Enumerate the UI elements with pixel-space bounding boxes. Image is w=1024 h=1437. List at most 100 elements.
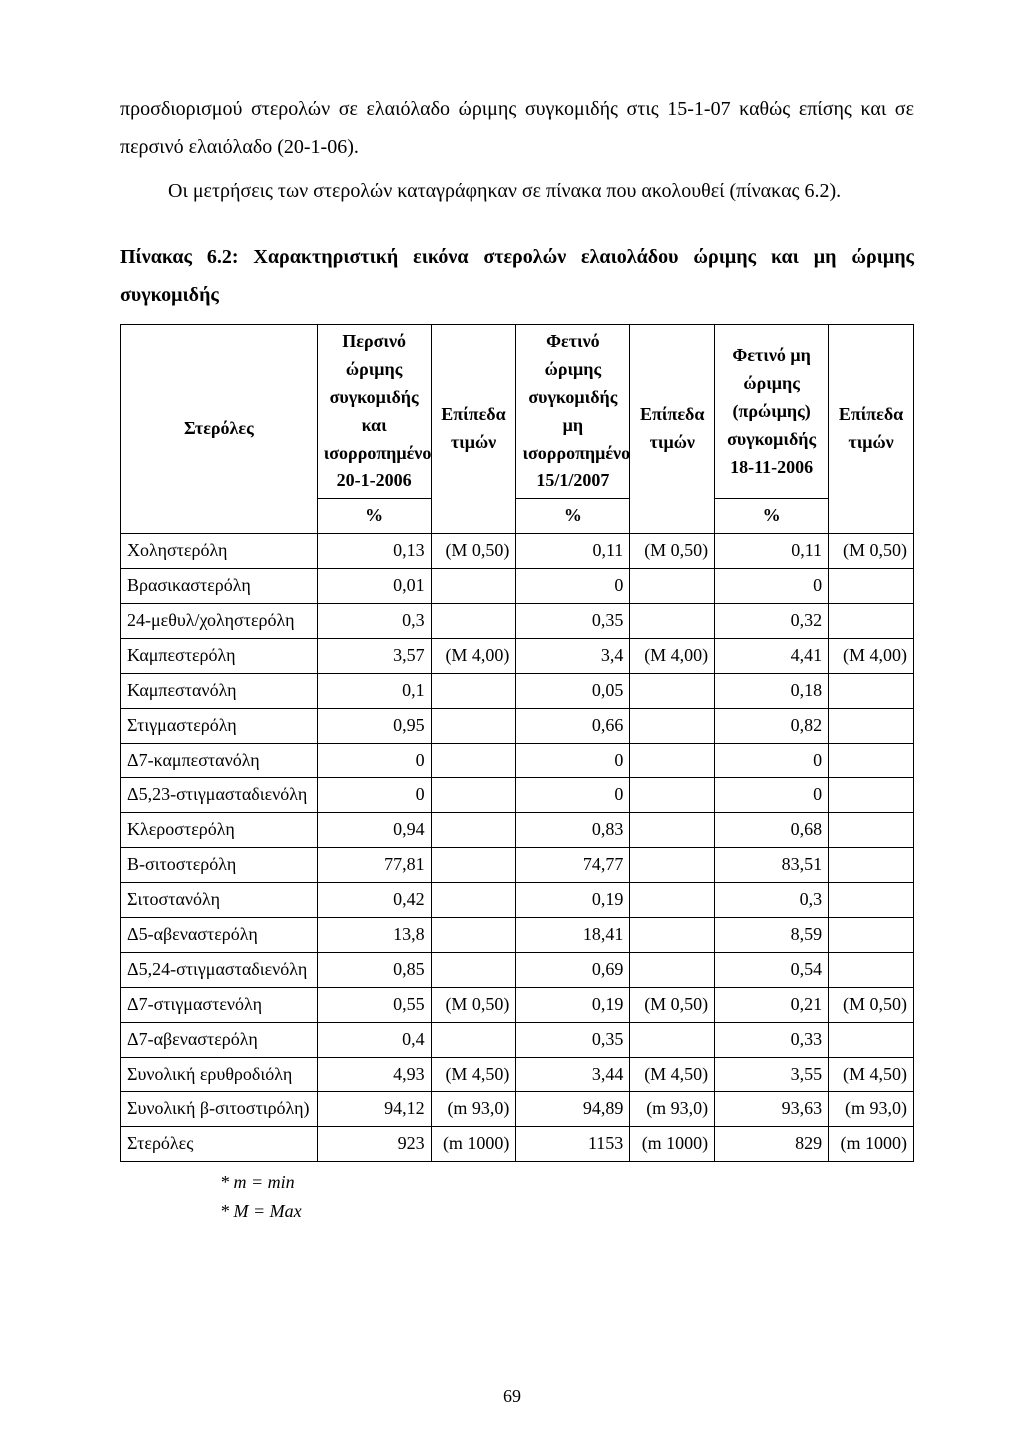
cell-value: 0,33 [715,1022,829,1057]
cell-level: (m 1000) [630,1127,715,1162]
cell-level: (M 4,00) [630,638,715,673]
cell-level: (M 4,00) [829,638,914,673]
cell-level: (m 93,0) [431,1092,516,1127]
cell-value: 0 [715,778,829,813]
cell-level: (M 4,50) [829,1057,914,1092]
cell-value: 3,44 [516,1057,630,1092]
cell-name: Δ7-καμπεστανόλη [121,743,318,778]
cell-name: Δ7-αβεναστερόλη [121,1022,318,1057]
cell-name: Β-σιτοστερόλη [121,848,318,883]
cell-value: 0 [516,778,630,813]
cell-value: 0,68 [715,813,829,848]
cell-value: 0,69 [516,952,630,987]
cell-value: 1153 [516,1127,630,1162]
table-row: Κλεροστερόλη0,940,830,68 [121,813,914,848]
cell-level: (M 4,50) [431,1057,516,1092]
cell-name: Στερόλες [121,1127,318,1162]
body-text: προσδιορισμού στερολών σε ελαιόλαδο ώριμ… [120,90,914,210]
page-number: 69 [0,1386,1024,1407]
cell-level: (m 93,0) [829,1092,914,1127]
cell-value: 3,57 [317,638,431,673]
cell-value: 0,54 [715,952,829,987]
cell-value: 0,94 [317,813,431,848]
table-row: Δ7-στιγμαστενόλη0,55(M 0,50)0,19(M 0,50)… [121,987,914,1022]
footnotes: * m = min * M = Max [220,1168,914,1226]
table-row: Β-σιτοστερόλη77,8174,7783,51 [121,848,914,883]
table-row: Καμπεστερόλη3,57(M 4,00)3,4(M 4,00)4,41(… [121,638,914,673]
cell-value: 0,66 [516,708,630,743]
cell-name: Καμπεστερόλη [121,638,318,673]
table-row: Στιγμαστερόλη0,950,660,82 [121,708,914,743]
th-unit-3: % [715,499,829,534]
cell-level [630,952,715,987]
cell-value: 0,3 [715,883,829,918]
cell-name: Δ5,23-στιγμασταδιενόλη [121,778,318,813]
cell-value: 3,4 [516,638,630,673]
cell-level [431,708,516,743]
cell-name: Δ5,24-στιγμασταδιενόλη [121,952,318,987]
th-col1: Περσινόώριμηςσυγκομιδήςκαιισορροπημένο20… [317,325,431,499]
cell-level [829,569,914,604]
table-row: Δ5,24-στιγμασταδιενόλη0,85 0,69 0,54 [121,952,914,987]
cell-name: Συνολική ερυθροδιόλη [121,1057,318,1092]
cell-level [829,778,914,813]
cell-value: 0,42 [317,883,431,918]
cell-level [630,673,715,708]
cell-level [431,1022,516,1057]
cell-level: (M 0,50) [829,987,914,1022]
cell-level [431,848,516,883]
cell-level [630,604,715,639]
table-head: Στερόλες Περσινόώριμηςσυγκομιδήςκαιισορρ… [121,325,914,534]
paragraph-1: προσδιορισμού στερολών σε ελαιόλαδο ώριμ… [120,90,914,166]
cell-value: 0 [715,743,829,778]
cell-value: 0 [317,778,431,813]
cell-level [630,883,715,918]
footnote-max: * M = Max [220,1197,914,1226]
table-row: Καμπεστανόλη0,10,050,18 [121,673,914,708]
cell-value: 0,32 [715,604,829,639]
cell-level [630,848,715,883]
cell-name: Χοληστερόλη [121,534,318,569]
cell-level [829,673,914,708]
cell-level: (M 0,50) [630,987,715,1022]
cell-level [431,673,516,708]
cell-value: 0,82 [715,708,829,743]
cell-level [431,569,516,604]
cell-level [829,743,914,778]
cell-value: 18,41 [516,918,630,953]
th-unit-2: % [516,499,630,534]
cell-level: (m 1000) [431,1127,516,1162]
cell-level [630,708,715,743]
cell-level [829,848,914,883]
cell-value: 0,21 [715,987,829,1022]
table-row: Δ7-αβεναστερόλη0,40,350,33 [121,1022,914,1057]
cell-name: Βρασικαστερόλη [121,569,318,604]
th-unit-1: % [317,499,431,534]
cell-level: (m 93,0) [630,1092,715,1127]
footnote-min: * m = min [220,1168,914,1197]
cell-value: 3,55 [715,1057,829,1092]
cell-value: 0,95 [317,708,431,743]
cell-name: Συνολική β-σιτοστιρόλη) [121,1092,318,1127]
table-row: Συνολική β-σιτοστιρόλη)94,12(m 93,0)94,8… [121,1092,914,1127]
cell-level [431,604,516,639]
th-col5: Φετινό μηώριμης(πρώιμης)συγκομιδής18-11-… [715,325,829,499]
cell-value: 94,89 [516,1092,630,1127]
cell-value: 0,55 [317,987,431,1022]
cell-level [630,918,715,953]
cell-value: 0,4 [317,1022,431,1057]
cell-level [630,1022,715,1057]
cell-name: 24-μεθυλ/χοληστερόλη [121,604,318,639]
cell-level: (M 0,50) [630,534,715,569]
cell-value: 0,85 [317,952,431,987]
cell-value: 923 [317,1127,431,1162]
cell-level [829,708,914,743]
cell-value: 0,18 [715,673,829,708]
cell-level [431,883,516,918]
cell-level: (M 4,50) [630,1057,715,1092]
th-col6: Επίπεδατιμών [829,325,914,534]
table-row: Στερόλες923(m 1000)1153(m 1000)829(m 100… [121,1127,914,1162]
th-col3: Φετινό ώριμηςσυγκομιδής μηισορροπημένο15… [516,325,630,499]
cell-level [829,918,914,953]
cell-value: 829 [715,1127,829,1162]
